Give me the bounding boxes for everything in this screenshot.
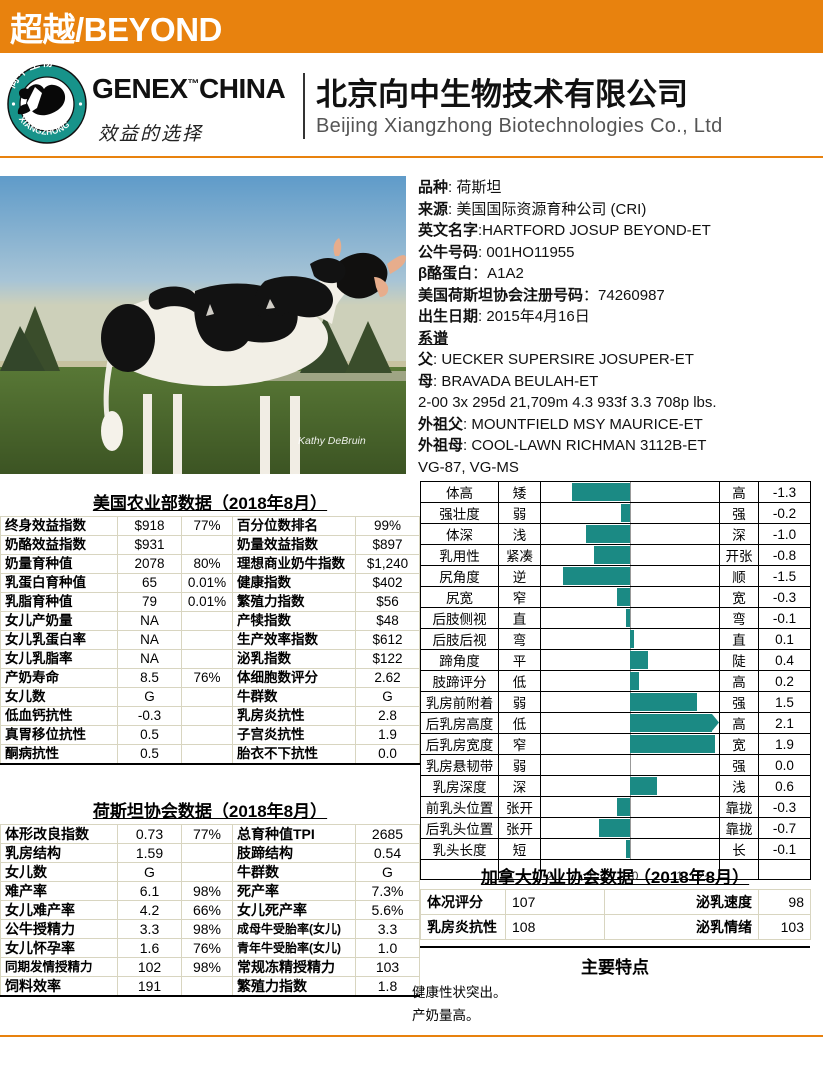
svg-text:Kathy DeBruin: Kathy DeBruin [298, 435, 366, 447]
